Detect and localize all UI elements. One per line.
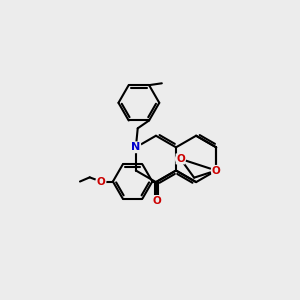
Text: O: O [212, 166, 220, 176]
Text: O: O [176, 154, 185, 164]
Circle shape [211, 166, 221, 176]
Circle shape [151, 197, 161, 207]
Circle shape [96, 177, 106, 186]
Text: O: O [97, 176, 105, 187]
Circle shape [130, 142, 141, 153]
Circle shape [152, 196, 162, 206]
Circle shape [176, 154, 185, 164]
Text: O: O [152, 197, 160, 207]
Text: O: O [153, 196, 161, 206]
Text: N: N [131, 142, 140, 152]
